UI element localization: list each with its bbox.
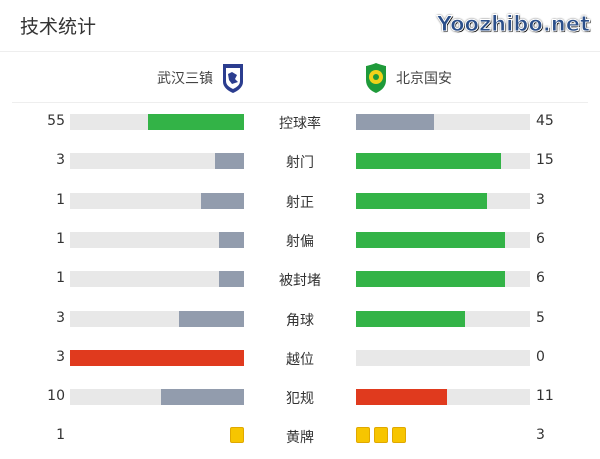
divider bbox=[12, 102, 588, 103]
home-bar-fill bbox=[215, 153, 244, 170]
away-bar-fill bbox=[356, 310, 465, 327]
home-value: 1 bbox=[56, 427, 65, 444]
stat-row: 1 被封堵 6 bbox=[0, 270, 600, 290]
stat-label: 犯规 bbox=[286, 391, 314, 408]
home-team-logo-icon bbox=[223, 64, 243, 93]
home-bar bbox=[70, 271, 244, 288]
stat-row: 1 射偏 6 bbox=[0, 230, 600, 250]
home-bar bbox=[70, 389, 244, 406]
away-bar-fill bbox=[356, 271, 506, 288]
stat-row: 3 射门 15 bbox=[0, 152, 600, 172]
home-bar bbox=[70, 349, 244, 366]
stat-label: 射正 bbox=[286, 194, 314, 211]
yellow-card-icon bbox=[392, 427, 406, 444]
away-bar bbox=[356, 310, 530, 327]
away-value: 5 bbox=[536, 309, 545, 326]
stat-row: 1 黄牌 3 bbox=[0, 427, 600, 447]
watermark: Yoozhibo.net bbox=[436, 12, 590, 37]
stat-row: 3 越位 0 bbox=[0, 348, 600, 368]
page-title: 技术统计 bbox=[20, 16, 97, 38]
stat-label: 角球 bbox=[286, 312, 314, 329]
away-value: 11 bbox=[536, 388, 554, 405]
home-value: 1 bbox=[56, 270, 65, 287]
stat-label: 射门 bbox=[286, 155, 314, 172]
away-bar bbox=[356, 114, 530, 130]
home-bar-fill bbox=[148, 114, 244, 130]
stat-row: 1 射正 3 bbox=[0, 191, 600, 211]
home-bar-fill bbox=[70, 349, 244, 366]
home-team: 武汉三镇 bbox=[157, 60, 245, 96]
stat-row: 3 角球 5 bbox=[0, 309, 600, 329]
away-value: 6 bbox=[536, 270, 545, 287]
home-bar-fill bbox=[178, 310, 244, 327]
home-bar-fill bbox=[161, 389, 244, 406]
stat-label: 越位 bbox=[286, 351, 314, 368]
away-bar bbox=[356, 192, 530, 209]
yellow-card-icon bbox=[356, 427, 370, 444]
away-value: 3 bbox=[536, 191, 545, 208]
away-team: 北京国安 bbox=[364, 60, 452, 96]
away-value: 15 bbox=[536, 152, 554, 169]
away-team-name: 北京国安 bbox=[396, 71, 452, 87]
stat-row: 10 犯规 11 bbox=[0, 388, 600, 408]
home-value: 1 bbox=[56, 191, 65, 208]
home-team-name: 武汉三镇 bbox=[157, 71, 213, 87]
home-bar-fill bbox=[219, 231, 244, 248]
stat-label: 控球率 bbox=[279, 116, 321, 132]
stat-label: 黄牌 bbox=[286, 430, 314, 447]
away-bar bbox=[356, 389, 530, 406]
stat-row: 55 控球率 45 bbox=[0, 113, 600, 132]
home-value: 3 bbox=[56, 309, 65, 326]
away-value: 3 bbox=[536, 427, 545, 444]
home-bar bbox=[70, 114, 244, 130]
away-value: 6 bbox=[536, 230, 545, 247]
stat-label: 被封堵 bbox=[279, 273, 321, 290]
home-value: 3 bbox=[56, 348, 65, 365]
yellow-card-icon bbox=[230, 427, 244, 444]
home-value: 1 bbox=[56, 230, 65, 247]
home-bar bbox=[70, 310, 244, 327]
away-bar-fill bbox=[356, 192, 487, 209]
away-value: 45 bbox=[536, 113, 554, 129]
yellow-card-icon bbox=[374, 427, 388, 444]
away-value: 0 bbox=[536, 348, 545, 365]
divider bbox=[0, 51, 600, 52]
away-bar bbox=[356, 271, 530, 288]
away-bar-fill bbox=[356, 231, 506, 248]
away-team-logo-icon bbox=[366, 63, 386, 93]
home-bar-fill bbox=[219, 271, 244, 288]
home-bar bbox=[70, 192, 244, 209]
home-value: 3 bbox=[56, 152, 65, 169]
away-bar-fill bbox=[356, 153, 501, 170]
away-bar bbox=[356, 153, 530, 170]
home-value: 10 bbox=[47, 388, 65, 405]
away-bar-fill bbox=[356, 389, 448, 406]
away-bar bbox=[356, 231, 530, 248]
away-bar-fill bbox=[356, 114, 435, 130]
away-bar bbox=[356, 349, 530, 366]
home-cards bbox=[230, 427, 244, 444]
away-cards bbox=[356, 427, 406, 444]
home-bar bbox=[70, 231, 244, 248]
home-bar-fill bbox=[200, 192, 244, 209]
stat-label: 射偏 bbox=[286, 233, 314, 250]
home-value: 55 bbox=[47, 113, 65, 129]
home-bar bbox=[70, 153, 244, 170]
